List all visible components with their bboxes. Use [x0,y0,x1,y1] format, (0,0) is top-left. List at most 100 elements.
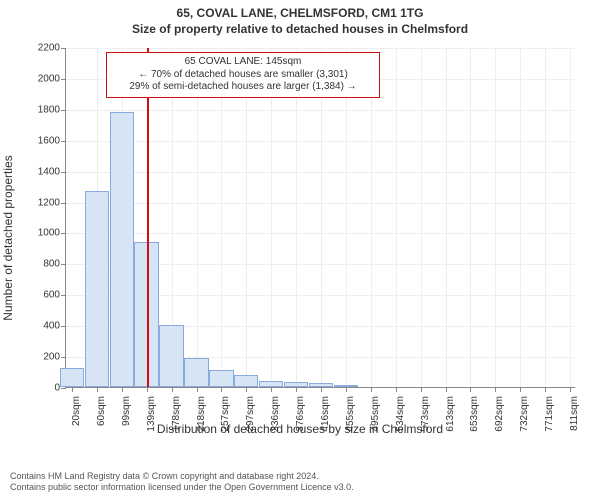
annotation-line2: ← 70% of detached houses are smaller (3,… [113,69,373,82]
page-title-desc: Size of property relative to detached ho… [0,20,600,36]
ytick-mark [61,203,66,204]
ytick-mark [61,264,66,265]
footer-attribution: Contains HM Land Registry data © Crown c… [10,471,354,494]
footer-line1: Contains HM Land Registry data © Crown c… [10,471,354,483]
xtick-mark [97,387,98,392]
ytick-label: 2000 [10,73,60,84]
xtick-label: 297sqm [245,396,256,441]
xtick-label: 60sqm [96,396,107,441]
ytick-label: 200 [10,352,60,363]
ytick-mark [61,172,66,173]
xtick-mark [296,387,297,392]
xtick-label: 653sqm [469,396,480,441]
xtick-mark [520,387,521,392]
annotation-line3: 29% of semi-detached houses are larger (… [113,81,373,94]
footer-line2: Contains public sector information licen… [10,482,354,494]
xtick-mark [346,387,347,392]
xtick-mark [72,387,73,392]
xtick-mark [147,387,148,392]
xtick-label: 336sqm [270,396,281,441]
xtick-mark [545,387,546,392]
xtick-mark [221,387,222,392]
histogram-bar [259,381,283,387]
ytick-mark [61,326,66,327]
chart-container: Number of detached properties 65 COVAL L… [0,38,600,438]
histogram-bar [110,112,134,387]
histogram-bar [60,368,84,387]
gridline-v [246,48,247,387]
xtick-label: 20sqm [71,396,82,441]
xtick-label: 811sqm [569,396,580,441]
ytick-label: 0 [10,383,60,394]
gridline-v [470,48,471,387]
gridline-v [197,48,198,387]
ytick-label: 800 [10,259,60,270]
gridline-v [221,48,222,387]
xtick-mark [570,387,571,392]
gridline-v [446,48,447,387]
reference-line [147,48,149,387]
ytick-mark [61,141,66,142]
xtick-mark [321,387,322,392]
ytick-mark [61,110,66,111]
xtick-label: 416sqm [320,396,331,441]
page-title-address: 65, COVAL LANE, CHELMSFORD, CM1 1TG [0,0,600,20]
gridline-v [520,48,521,387]
xtick-mark [396,387,397,392]
histogram-bar [85,191,109,387]
xtick-mark [122,387,123,392]
xtick-mark [371,387,372,392]
xtick-mark [446,387,447,392]
gridline-v [296,48,297,387]
histogram-bar [284,382,308,387]
ytick-mark [61,295,66,296]
xtick-label: 99sqm [121,396,132,441]
gridline-v [545,48,546,387]
gridline-v [421,48,422,387]
xtick-mark [495,387,496,392]
plot-area: 65 COVAL LANE: 145sqm← 70% of detached h… [65,48,575,388]
gridline-v [371,48,372,387]
ytick-label: 600 [10,290,60,301]
xtick-label: 455sqm [345,396,356,441]
xtick-mark [172,387,173,392]
xtick-label: 139sqm [146,396,157,441]
histogram-bar [234,375,258,387]
xtick-label: 771sqm [544,396,555,441]
xtick-label: 218sqm [196,396,207,441]
xtick-label: 613sqm [445,396,456,441]
histogram-bar [184,358,208,387]
ytick-label: 1200 [10,197,60,208]
xtick-label: 495sqm [370,396,381,441]
gridline-v [396,48,397,387]
xtick-label: 376sqm [295,396,306,441]
ytick-label: 1600 [10,135,60,146]
xtick-mark [197,387,198,392]
xtick-mark [421,387,422,392]
ytick-mark [61,233,66,234]
histogram-bar [159,325,183,387]
ytick-label: 400 [10,321,60,332]
gridline-v [495,48,496,387]
annotation-line1: 65 COVAL LANE: 145sqm [113,56,373,69]
xtick-label: 692sqm [494,396,505,441]
histogram-bar [209,370,233,387]
xtick-label: 178sqm [171,396,182,441]
xtick-label: 573sqm [420,396,431,441]
histogram-bar [309,383,333,387]
ytick-mark [61,79,66,80]
annotation-box: 65 COVAL LANE: 145sqm← 70% of detached h… [106,52,380,98]
ytick-label: 1000 [10,228,60,239]
xtick-label: 257sqm [220,396,231,441]
gridline-v [346,48,347,387]
gridline-v [321,48,322,387]
ytick-label: 1400 [10,166,60,177]
ytick-label: 2200 [10,43,60,54]
xtick-mark [271,387,272,392]
xtick-mark [246,387,247,392]
ytick-mark [61,388,66,389]
xtick-label: 534sqm [395,396,406,441]
ytick-label: 1800 [10,104,60,115]
ytick-mark [61,48,66,49]
xtick-label: 732sqm [519,396,530,441]
